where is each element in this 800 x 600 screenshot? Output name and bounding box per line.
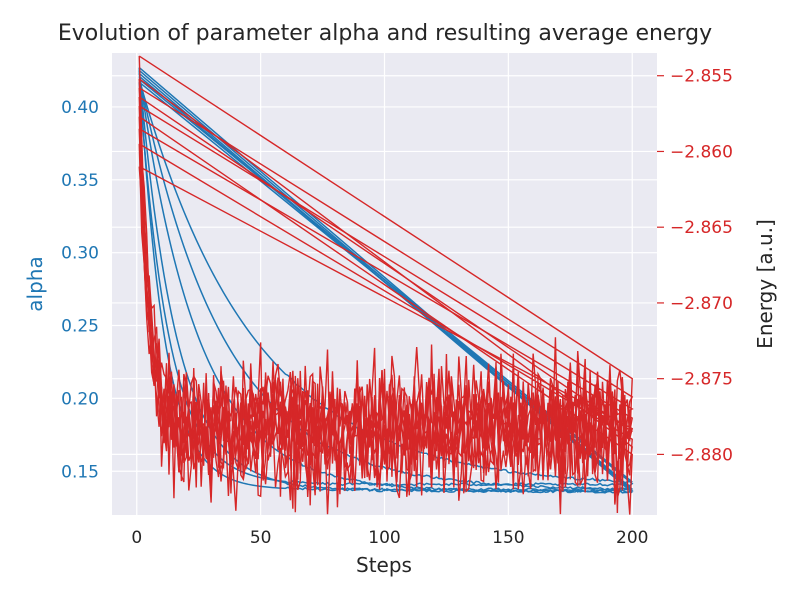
x-tick-label: 0	[131, 528, 142, 548]
y-left-tick-label: 0.35	[61, 171, 99, 191]
y-left-tick-label: 0.25	[61, 317, 99, 337]
y-left-tick-label: 0.30	[61, 244, 99, 264]
y-axis-label-right: Energy [a.u.]	[753, 219, 777, 349]
tick-labels: 0 50 100 150 200 0.15 0.20 0.25 0.30 0.35 0.40 −2.8…	[61, 67, 733, 548]
y-right-tick-label: −2.860	[670, 142, 733, 162]
y-right-tick-label: −2.865	[670, 218, 733, 238]
x-tick-label: 150	[492, 528, 524, 548]
x-tick-label: 100	[368, 528, 400, 548]
alpha-run-6	[138, 81, 634, 487]
y-left-tick-label: 0.40	[61, 98, 99, 118]
energy-run-6	[138, 116, 633, 515]
x-tick-label: 50	[250, 528, 272, 548]
x-axis-label: Steps	[356, 553, 412, 577]
y-left-tick-label: 0.20	[61, 389, 99, 409]
y-right-tick-label: −2.880	[670, 445, 733, 465]
y-right-tick-label: −2.870	[670, 294, 733, 314]
y-right-tick-label: −2.875	[670, 370, 733, 390]
y-right-tick-label: −2.855	[670, 67, 733, 87]
right-axis-ticks	[657, 75, 664, 456]
y-left-tick-label: 0.15	[61, 462, 99, 482]
energy-run-8	[138, 143, 633, 515]
y-axis-label-left: alpha	[23, 256, 47, 311]
energy-run-9	[138, 165, 634, 492]
energy-series-group	[138, 55, 634, 515]
x-tick-label: 200	[616, 528, 648, 548]
chart-title: Evolution of parameter alpha and resulti…	[58, 21, 712, 46]
